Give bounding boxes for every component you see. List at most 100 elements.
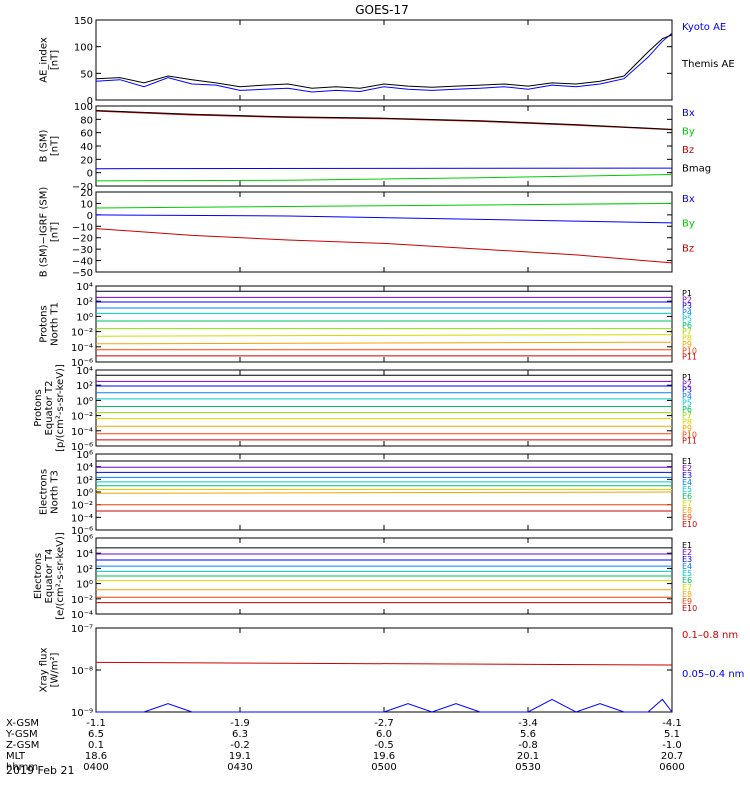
- legend-entry: E7: [682, 499, 692, 508]
- y-tick-label: 40: [80, 142, 93, 153]
- legend-entry: P2: [682, 295, 692, 304]
- legend-entry: P4: [682, 308, 692, 317]
- y-tick-label: 10⁻²: [71, 595, 93, 606]
- y-tick-label: 10⁰: [76, 488, 93, 499]
- y-axis-label: [p/(cm²-s-sr-keV)]: [55, 364, 66, 452]
- y-tick-label: 10⁴: [76, 463, 93, 474]
- panel-1: 0 50 100 150 AE_index [nT] Kyoto AE Themis AE: [39, 16, 735, 107]
- legend-entry: E5: [682, 485, 692, 494]
- legend-entry: E9: [682, 513, 692, 522]
- legend-entry: P9: [682, 424, 692, 433]
- legend-entry: By: [682, 219, 695, 230]
- series-line-p9: [95, 341, 673, 345]
- ephemeris-table: X-GSM -1.1 -1.9 -2.7 -3.4 -4.1 Y-GSM 6.5 6.3 6.0 5…: [5, 718, 685, 773]
- ephemeris-value: -1.0: [662, 740, 682, 751]
- y-tick-label: 10²: [76, 475, 93, 486]
- legend-entry: E1: [682, 457, 692, 466]
- legend-entry: P5: [682, 398, 692, 407]
- legend-entry: Themis AE: [681, 59, 735, 70]
- ephemeris-value: 6.3: [232, 729, 248, 740]
- ephemeris-value: -0.5: [374, 740, 394, 751]
- legend-entry: P4: [682, 392, 692, 401]
- ephemeris-label: Z-GSM: [6, 740, 39, 751]
- legend-entry: P10: [682, 430, 697, 439]
- ephemeris-value: -0.8: [518, 740, 538, 751]
- series-line-by: [95, 174, 673, 182]
- series-line-e8: [95, 491, 673, 494]
- y-axis-label: Electrons: [33, 553, 44, 599]
- y-tick-label: 0: [87, 169, 93, 180]
- ephemeris-value: -1.9: [230, 718, 250, 729]
- ephemeris-value: 5.1: [664, 729, 680, 740]
- legend-entry: P1: [682, 373, 692, 382]
- ephemeris-value: 6.5: [88, 729, 104, 740]
- ephemeris-value: -1.1: [86, 718, 106, 729]
- ephemeris-value: 18.6: [85, 751, 107, 762]
- y-tick-label: 20: [80, 155, 93, 166]
- y-tick-label: −20: [72, 182, 93, 193]
- legend-entry: P1: [682, 289, 692, 298]
- series-line-bz: [95, 110, 673, 131]
- legend-entry: E3: [682, 555, 692, 564]
- y-tick-label: 10⁻⁴: [71, 343, 93, 354]
- legend-entry: P6: [682, 321, 692, 330]
- ephemeris-label: X-GSM: [6, 718, 39, 729]
- ephemeris-value: 19.1: [229, 751, 251, 762]
- y-tick-label: 10⁻⁸: [71, 666, 93, 677]
- legend-entry: E8: [682, 506, 692, 515]
- y-axis-label: North T1: [50, 302, 61, 346]
- y-tick-label: 10⁰: [76, 396, 93, 407]
- legend-entry: P7: [682, 411, 692, 420]
- y-tick-label: 10⁻⁹: [71, 708, 93, 719]
- legend-entry: E10: [682, 604, 697, 613]
- y-tick-label: −10: [72, 222, 93, 233]
- y-tick-label: 10²: [76, 564, 93, 575]
- legend-entry: 0.1–0.8 nm: [682, 630, 738, 641]
- ephemeris-value: 20.7: [661, 751, 683, 762]
- y-axis-label: B (SM)−IGRF (SM): [39, 187, 50, 278]
- ephemeris-label: MLT: [6, 751, 26, 762]
- y-tick-label: 10⁻⁷: [71, 624, 93, 635]
- series-line-bmag: [95, 110, 673, 130]
- ephemeris-value: 6.0: [376, 729, 392, 740]
- y-tick-label: 10⁻²: [71, 328, 93, 339]
- legend-entry: P5: [682, 314, 692, 323]
- ephemeris-value: 0500: [371, 762, 396, 773]
- legend-entry: E7: [682, 583, 692, 592]
- panel-5: 10⁻⁶ 10⁻⁴ 10⁻² 10⁰ 10² 10⁴ Protons Equator T2 [p…: [33, 364, 697, 453]
- legend-entry: P11: [682, 437, 697, 446]
- y-tick-label: 20: [80, 188, 93, 199]
- legend-entry: By: [682, 127, 695, 138]
- series-line-0-05-0-4-nm: [96, 698, 673, 713]
- y-tick-label: 0: [87, 96, 93, 107]
- legend-entry: E9: [682, 597, 692, 606]
- legend-entry: Bx: [682, 194, 695, 205]
- legend-entry: Bz: [682, 145, 694, 156]
- y-tick-label: 10⁰: [76, 580, 93, 591]
- y-tick-label: 10⁶: [76, 534, 93, 545]
- series-line-bx: [95, 214, 673, 224]
- ephemeris-value: 0600: [659, 762, 684, 773]
- y-tick-label: 100: [74, 43, 93, 54]
- y-axis-label: B (SM): [39, 129, 50, 162]
- ephemeris-value: 20.1: [517, 751, 539, 762]
- y-tick-label: 10: [80, 199, 93, 210]
- y-tick-label: 10⁴: [76, 366, 93, 377]
- series-line-kyoto-ae: [95, 32, 673, 93]
- y-axis-label: Electrons: [39, 469, 50, 515]
- y-tick-label: −50: [72, 268, 93, 279]
- y-tick-label: 50: [80, 69, 93, 80]
- y-tick-label: 10⁻⁶: [71, 358, 93, 369]
- y-axis-label: Equator T4: [44, 549, 55, 604]
- y-tick-label: 10⁴: [76, 549, 93, 560]
- legend-entry: E1: [682, 541, 692, 550]
- y-tick-label: 10⁻²: [71, 501, 93, 512]
- series-line-0-1-0-8-nm: [95, 661, 673, 666]
- legend-entry: 0.05–0.4 nm: [682, 669, 744, 680]
- y-tick-label: 10⁰: [76, 312, 93, 323]
- legend-entry: E2: [682, 548, 692, 557]
- legend-entry: E6: [682, 492, 692, 501]
